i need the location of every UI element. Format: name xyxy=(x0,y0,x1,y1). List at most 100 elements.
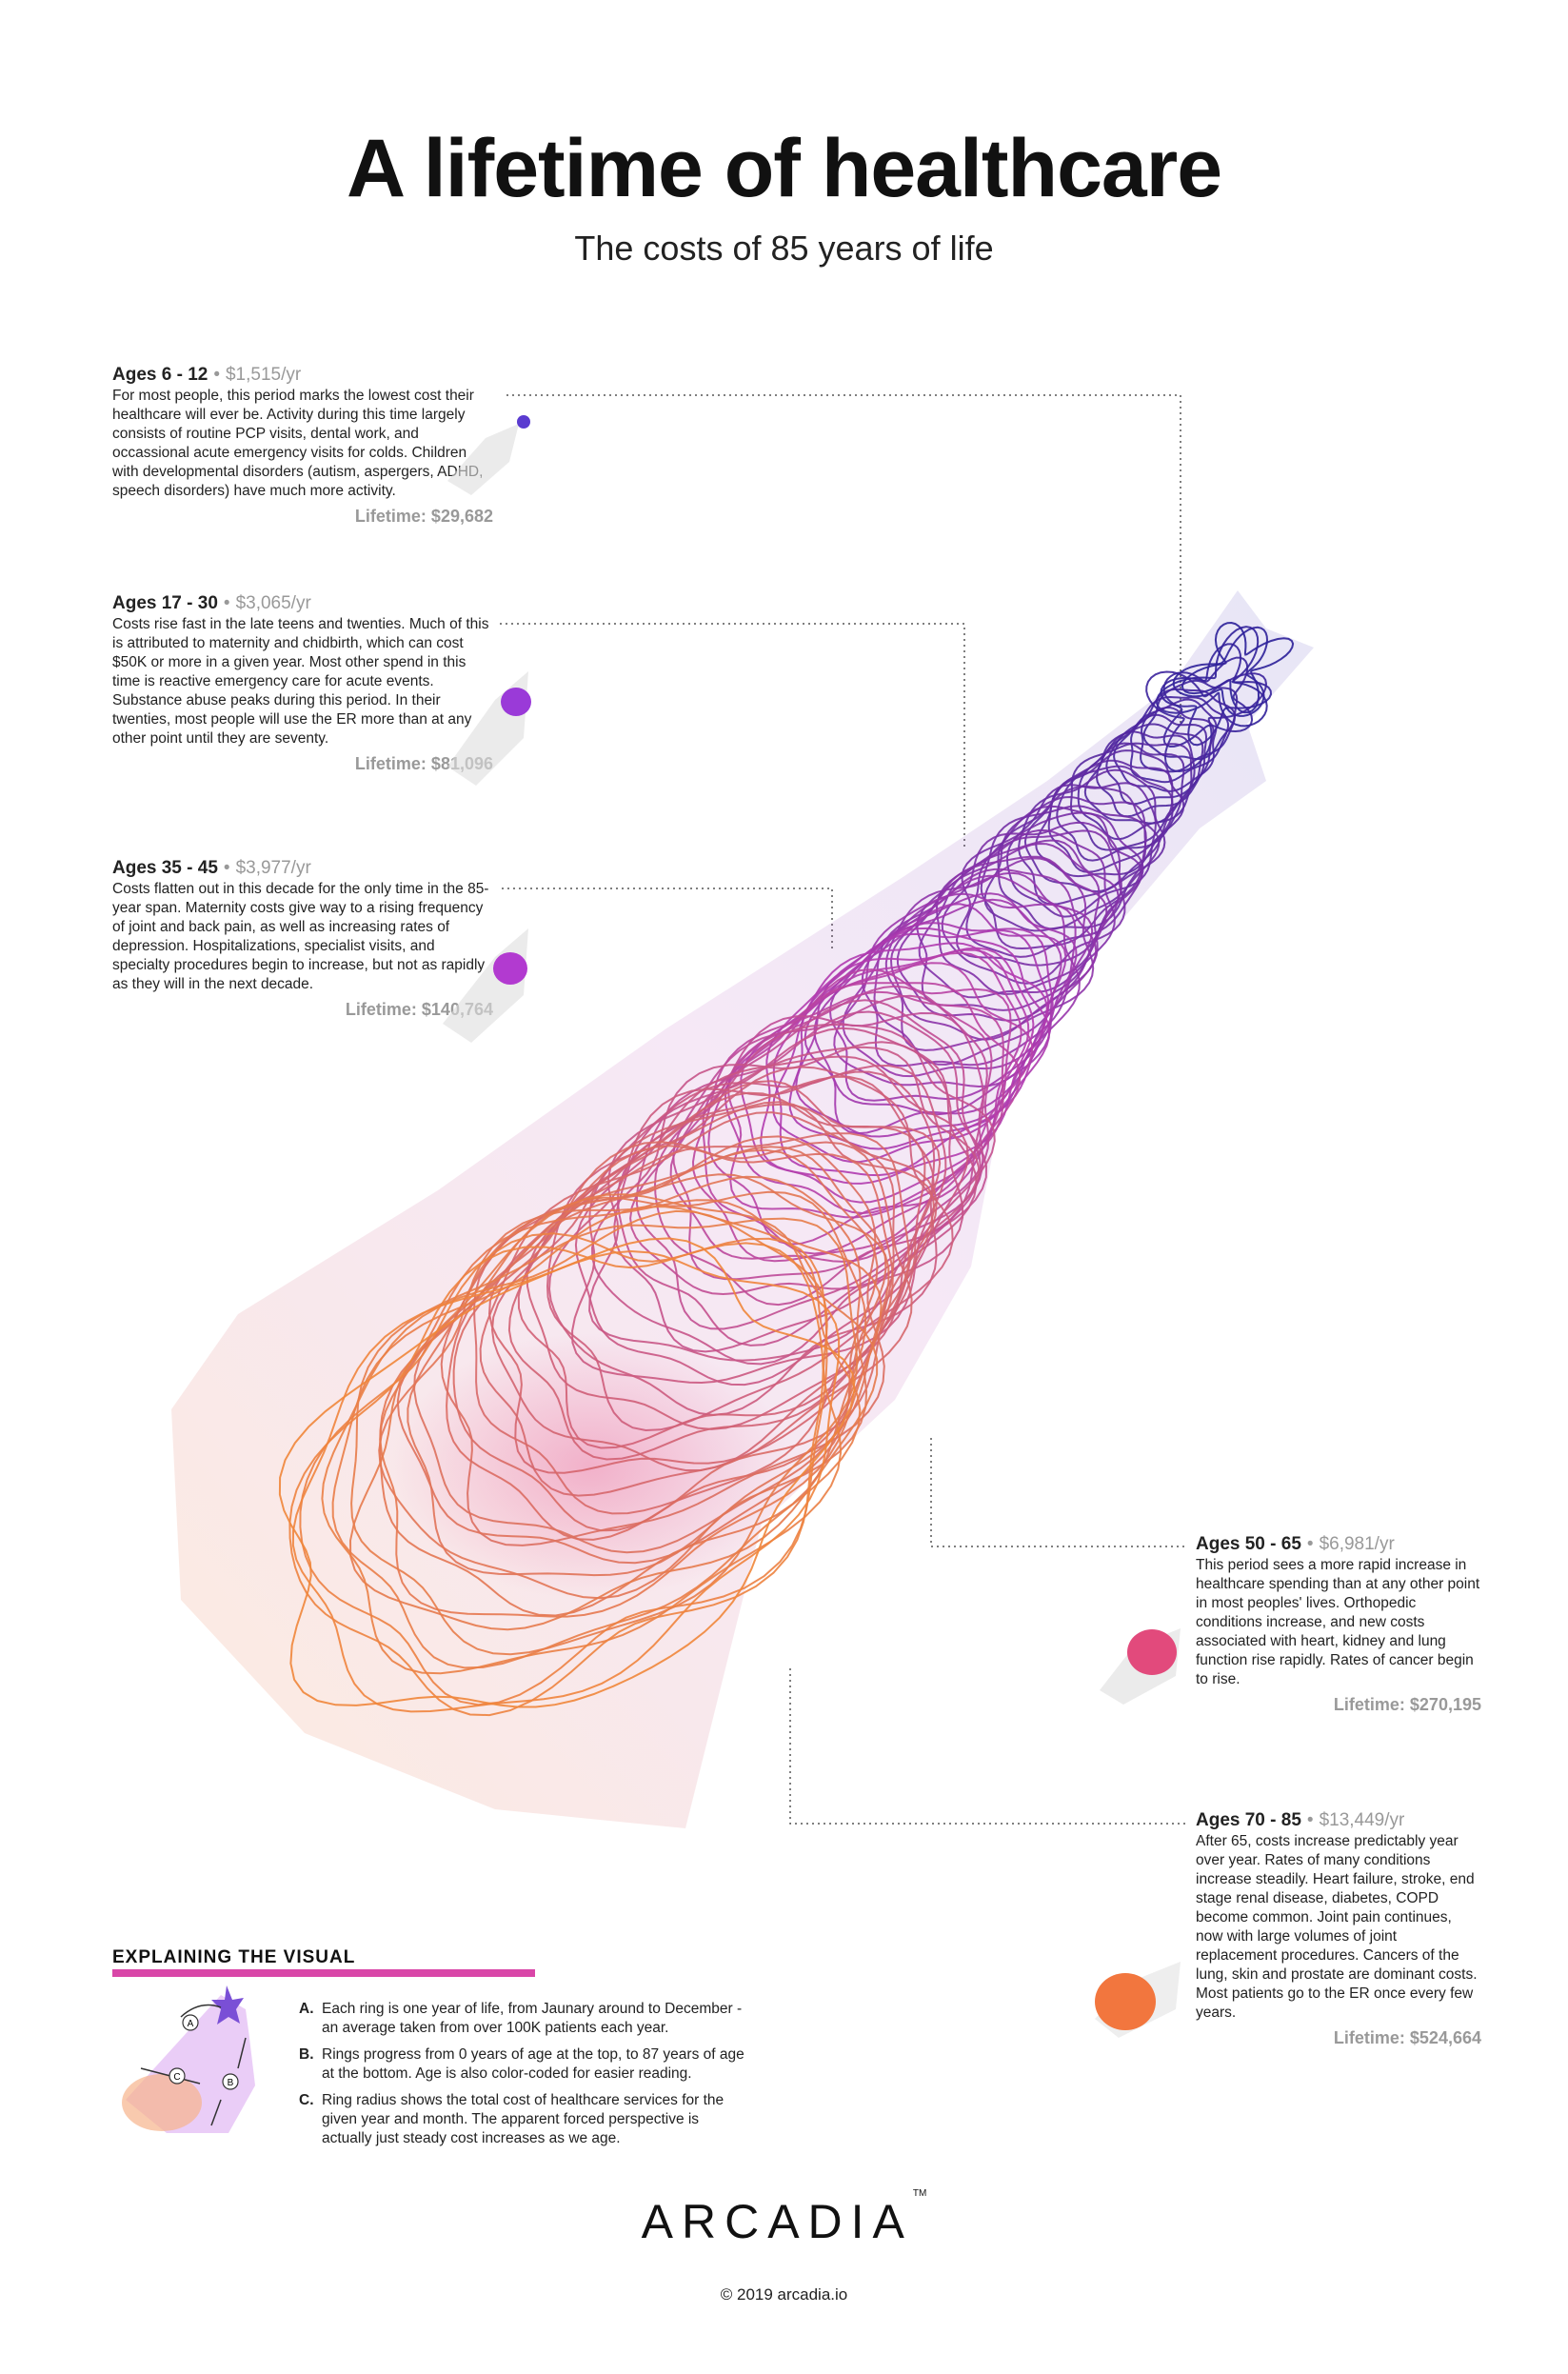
copyright: © 2019 arcadia.io xyxy=(720,2285,848,2304)
year-ring xyxy=(669,985,993,1263)
thumb-ring xyxy=(517,415,530,429)
year-ring xyxy=(795,922,1054,1138)
legend-arrow-b-top xyxy=(237,2037,247,2069)
legend-letter-a: A xyxy=(188,2019,194,2029)
year-ring xyxy=(1113,698,1218,792)
legend-arrow-a xyxy=(180,2004,222,2018)
legend-mini-top xyxy=(211,1985,244,2025)
legend-marker-b xyxy=(222,2073,239,2090)
year-ring xyxy=(1181,621,1295,714)
connector-lines xyxy=(500,394,1185,1825)
year-ring xyxy=(1047,749,1185,873)
age-range: Ages 35 - 45 xyxy=(112,858,218,878)
year-ring xyxy=(1005,782,1157,918)
year-ring xyxy=(278,1237,856,1708)
age-range: Ages 6 - 12 xyxy=(112,365,208,385)
thumb-ring xyxy=(501,688,531,716)
year-ring xyxy=(348,1193,879,1631)
age-block-35-45: Ages 35 - 45 • $3,977/yr Costs flatten out… xyxy=(112,858,493,1020)
year-ring xyxy=(842,874,1081,1078)
year-ring xyxy=(590,1041,964,1366)
age-description: Costs flatten out in this decade for the… xyxy=(112,881,489,992)
year-ring xyxy=(629,999,982,1296)
explain-title: EXPLAINING THE VISUAL xyxy=(112,1947,356,1967)
age-description: Costs rise fast in the late teens and tw… xyxy=(112,616,489,747)
annual-cost: $1,515/yr xyxy=(225,365,302,385)
explain-text: Ring radius shows the total cost of heal… xyxy=(322,2092,724,2146)
year-ring xyxy=(635,1010,988,1330)
year-ring xyxy=(613,1027,978,1353)
age-block-heading: Ages 35 - 45 • $3,977/yr xyxy=(112,858,311,878)
age-description: For most people, this period marks the l… xyxy=(112,388,484,499)
legend-mini-base xyxy=(122,2074,202,2131)
year-ring xyxy=(440,1135,885,1546)
age-block-heading: Ages 17 - 30 • $3,065/yr xyxy=(112,593,311,613)
explain-text: Each ring is one year of life, from Jaun… xyxy=(322,2001,743,2036)
thumb-50-65 xyxy=(1100,1628,1181,1705)
explain-item-c: C. Ring radius shows the total cost of he… xyxy=(299,2091,746,2148)
lifetime-cost: Lifetime: $524,664 xyxy=(1333,2028,1481,2047)
explain-key: A. xyxy=(299,2001,314,2017)
age-range: Ages 17 - 30 xyxy=(112,593,218,613)
year-ring xyxy=(997,785,1161,930)
age-description: This period sees a more rapid increase i… xyxy=(1196,1557,1480,1687)
legend-mini-visual: A B C xyxy=(122,1985,255,2133)
annual-cost: $3,977/yr xyxy=(235,858,311,878)
explain-underline xyxy=(112,1969,535,1977)
legend-marker-c xyxy=(169,2067,186,2085)
thumb-shadow xyxy=(443,928,528,1043)
page-subtitle: The costs of 85 years of life xyxy=(574,229,994,268)
lifetime-cost: Lifetime: $29,682 xyxy=(354,507,493,526)
year-ring xyxy=(1105,706,1215,806)
legend-letter-c: C xyxy=(173,2072,180,2083)
year-ring xyxy=(1056,742,1185,862)
age-range: Ages 70 - 85 xyxy=(1196,1810,1301,1830)
year-ring xyxy=(1140,688,1237,773)
thumb-ring xyxy=(1127,1629,1177,1675)
year-ring xyxy=(379,1199,883,1618)
explain-item-b: B. Rings progress from 0 years of age at … xyxy=(299,2045,746,2084)
year-ring xyxy=(726,962,1034,1219)
age-block-6-12: Ages 6 - 12 • $1,515/yr For most people, t… xyxy=(112,365,493,527)
explain-item-a: A. Each ring is one year of life, from Ja… xyxy=(299,2000,746,2038)
explain-key: C. xyxy=(299,2092,314,2108)
annual-cost: $13,449/yr xyxy=(1319,1810,1405,1830)
thumb-ring xyxy=(1095,1973,1156,2030)
page-title: A lifetime of healthcare xyxy=(346,123,1222,214)
year-ring xyxy=(378,1175,868,1600)
year-ring xyxy=(983,795,1147,932)
year-ring xyxy=(479,1111,913,1497)
age-description: After 65, costs increase predictably yea… xyxy=(1196,1833,1478,2021)
age-block-70-85: Ages 70 - 85 • $13,449/yr After 65, costs … xyxy=(1196,1810,1481,2048)
ring-group xyxy=(278,621,1295,1717)
year-ring xyxy=(1096,713,1208,818)
lifetime-cost: Lifetime: $270,195 xyxy=(1333,1695,1481,1714)
year-ring xyxy=(413,1146,887,1554)
legend-letter-b: B xyxy=(228,2078,234,2088)
logo-trademark: TM xyxy=(912,2188,927,2199)
annual-cost: $3,065/yr xyxy=(235,593,311,613)
thumb-6-12 xyxy=(447,415,530,495)
year-ring xyxy=(1023,765,1174,893)
legend-arrow-b xyxy=(210,2099,222,2126)
year-ring xyxy=(918,828,1116,999)
age-block-heading: Ages 70 - 85 • $13,449/yr xyxy=(1196,1810,1405,1830)
year-ring xyxy=(331,1206,862,1669)
thumb-35-45 xyxy=(443,928,528,1043)
age-block-17-30: Ages 17 - 30 • $3,065/yr Costs rise fast i… xyxy=(112,593,493,774)
year-ring xyxy=(884,857,1095,1051)
thumb-ring xyxy=(493,952,527,985)
arcadia-logo: ARCADIATM xyxy=(0,2188,1568,2249)
age-block-heading: Ages 6 - 12 • $1,515/yr xyxy=(112,365,302,385)
year-ring xyxy=(828,892,1078,1102)
thumb-70-85 xyxy=(1095,1962,1181,2038)
explain-key: B. xyxy=(299,2046,314,2063)
legend-marker-a xyxy=(182,2014,199,2031)
year-ring xyxy=(1162,656,1254,748)
year-ring xyxy=(350,1217,859,1656)
year-ring xyxy=(288,1242,824,1717)
logo-wordmark: ARCADIA xyxy=(641,2195,913,2248)
year-ring xyxy=(571,1064,947,1385)
year-ring xyxy=(1145,670,1268,773)
